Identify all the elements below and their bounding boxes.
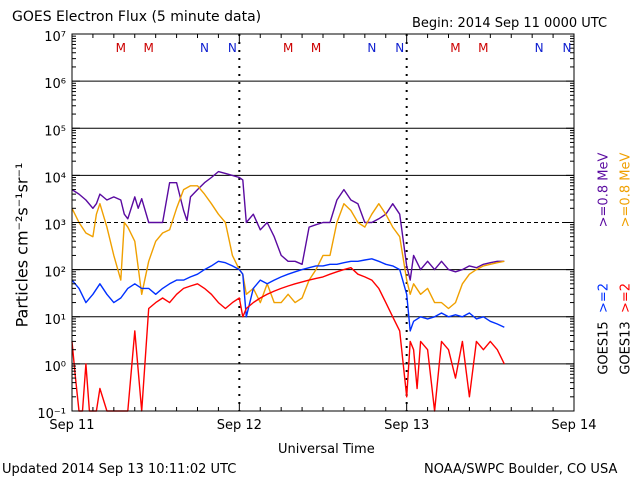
legend-goes13-label: GOES13 — [618, 321, 634, 375]
y-ticks: 10⁻¹ 10⁰ 10¹ 10² 10³ 10⁴ 10⁵ 10⁶ 10⁷ — [37, 30, 574, 422]
event-marker: M — [283, 41, 293, 55]
x-ticks: Sep 11 Sep 12 Sep 13 Sep 14 — [49, 34, 597, 433]
y-tick-label: 10⁰ — [44, 360, 66, 375]
legend-goes13-channel: >=2 — [618, 282, 634, 314]
x-tick-label: Sep 11 — [49, 418, 94, 433]
updated-timestamp: Updated 2014 Sep 13 10:11:02 UTC — [2, 462, 237, 477]
y-tick-label: 10⁴ — [44, 171, 66, 186]
event-marker: M — [311, 41, 321, 55]
begin-time: Begin: 2014 Sep 11 0000 UTC — [412, 16, 608, 31]
grid-lines — [72, 80, 574, 365]
series-line-1 — [71, 185, 505, 310]
event-marker: N — [367, 41, 376, 55]
y-tick-label: 10⁷ — [44, 30, 66, 45]
event-marker: M — [144, 41, 154, 55]
event-marker: M — [478, 41, 488, 55]
event-marker: N — [200, 41, 209, 55]
series-line-3 — [71, 267, 505, 412]
event-marker: M — [450, 41, 460, 55]
event-marker: M — [116, 41, 126, 55]
x-tick-label: Sep 14 — [551, 418, 596, 433]
y-tick-label: 10¹ — [44, 313, 66, 328]
x-tick-label: Sep 12 — [217, 418, 262, 433]
legend-goes15-label: GOES15 — [596, 321, 612, 375]
x-tick-label: Sep 13 — [384, 418, 429, 433]
legend-goes13-channel2: >=0.8 MeV — [618, 152, 634, 228]
event-marker: N — [395, 41, 404, 55]
series-layer — [71, 170, 505, 412]
series-line-0 — [71, 170, 505, 281]
y-tick-label: 10⁵ — [44, 124, 66, 139]
credit-text: NOAA/SWPC Boulder, CO USA — [424, 462, 618, 477]
y-tick-label: 10³ — [44, 219, 66, 234]
y-tick-label: 10⁻¹ — [37, 407, 66, 422]
x-axis-label: Universal Time — [278, 442, 375, 457]
event-marker: N — [563, 41, 572, 55]
chart-title: GOES Electron Flux (5 minute data) — [12, 9, 262, 25]
event-marker: N — [228, 41, 237, 55]
event-marker: N — [535, 41, 544, 55]
legend-goes15-channel: >=2 — [596, 282, 612, 314]
legend-goes15-channel2: >=0.8 MeV — [596, 152, 612, 228]
series-line-2 — [71, 258, 505, 332]
y-tick-label: 10⁶ — [44, 77, 66, 92]
y-tick-label: 10² — [44, 266, 66, 281]
